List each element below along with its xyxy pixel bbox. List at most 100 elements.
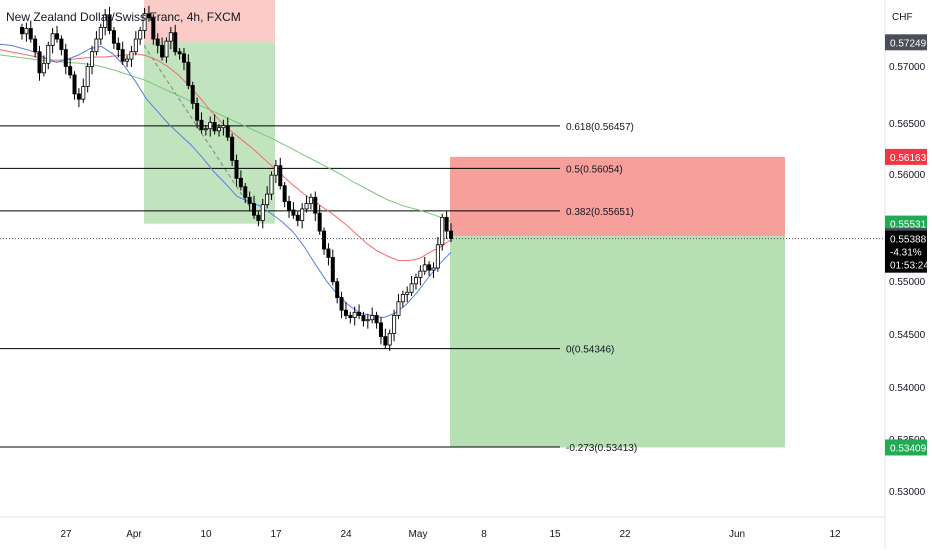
candle-body [313, 196, 318, 214]
price-badge-label: 0.57249 [890, 38, 927, 49]
candle-body [383, 336, 388, 346]
candle-body [370, 315, 375, 321]
candle-body [120, 49, 125, 62]
old-position-loss-zone [144, 0, 275, 43]
candle-body [19, 27, 24, 35]
fibonacci-levels: 0.618(0.56457) 0.5(0.56054) 0.382(0.55651)… [0, 122, 885, 454]
candle-body [68, 66, 73, 76]
candle-body [55, 33, 60, 40]
candle-body [33, 38, 38, 53]
candle-body [357, 311, 362, 316]
candle-body [317, 212, 322, 232]
candle-body [129, 51, 134, 60]
candle-body [448, 230, 453, 239]
fib-level-label: 0.618(0.56457) [566, 122, 634, 133]
candle-body [265, 193, 270, 206]
y-axis-tick: 0.57000 [889, 62, 926, 73]
candle-body [107, 14, 112, 31]
candle-body [287, 201, 292, 211]
candle-body [273, 165, 278, 176]
y-axis-tick: 0.54000 [889, 383, 926, 394]
candle-body [252, 203, 257, 216]
candle-body [41, 62, 46, 74]
y-axis-currency: CHF [892, 12, 913, 23]
price-badge-label: 0.53409 [890, 443, 927, 454]
price-badge-label: 0.55531 [890, 220, 927, 231]
fib-level-label: -0.273(0.53413) [566, 443, 637, 454]
candles [19, 5, 453, 351]
candle-body [216, 127, 221, 132]
candle-body [278, 165, 283, 187]
candle-body [72, 74, 77, 95]
fib-level-label: 0.5(0.56054) [566, 164, 623, 175]
x-axis-tick: 15 [549, 529, 561, 540]
x-axis-tick: May [409, 529, 428, 540]
candle-body [116, 42, 121, 50]
candle-body [295, 214, 300, 221]
candle-body [155, 38, 160, 46]
candle-body [335, 281, 340, 298]
x-axis-tick: 24 [340, 529, 352, 540]
y-axis-tick: 0.55000 [889, 277, 926, 288]
candle-body [98, 27, 103, 40]
candle-body [90, 51, 95, 67]
candle-body [400, 293, 405, 303]
candle-body [322, 230, 327, 250]
candle-body [85, 66, 90, 87]
candle-body [181, 53, 186, 63]
y-axis-tick: 0.56000 [889, 170, 926, 181]
candle-body [378, 322, 383, 337]
candle-body [396, 301, 401, 316]
candle-body [50, 33, 55, 46]
candle-body [195, 103, 200, 121]
candle-body [409, 283, 414, 293]
candle-body [63, 49, 68, 67]
candle-body [37, 51, 42, 74]
candle-body [225, 125, 230, 138]
candle-body [418, 270, 423, 278]
candle-body [142, 13, 147, 31]
candle-body [177, 51, 182, 55]
candle-body [352, 311, 357, 318]
candle-body [151, 17, 156, 40]
chart-title: New Zealand Dollar/Swiss Franc, 4h, FXCM [6, 10, 241, 24]
price-badge-label: 0.56163 [890, 153, 927, 164]
candle-body [444, 216, 449, 232]
sma-red-line [0, 49, 452, 262]
candle-body [260, 204, 265, 221]
candle-body [238, 177, 243, 188]
x-axis-tick: 22 [619, 529, 631, 540]
fib-level-label: 0(0.54346) [566, 345, 614, 356]
candle-body [125, 58, 130, 62]
sma-green-line [0, 54, 452, 223]
current-price-change: -4.31% [890, 248, 922, 259]
candle-body [203, 128, 208, 131]
candle-body [348, 315, 353, 318]
price-badges: 0.572490.561630.555310.554120.534090.553… [885, 34, 929, 456]
y-axis-tick: 0.54500 [889, 330, 926, 341]
candle-body [339, 297, 344, 311]
new-position-profit-zone [450, 236, 785, 448]
candle-body [24, 28, 29, 35]
price-badge [885, 439, 927, 456]
candle-body [208, 121, 213, 130]
old-position-profit-zone [144, 42, 275, 224]
price-badge [885, 34, 927, 51]
candle-body [247, 196, 252, 205]
candle-body [160, 44, 165, 58]
x-axis-tick: 12 [829, 529, 841, 540]
x-axis-tick: 17 [270, 529, 282, 540]
candle-body [199, 119, 204, 131]
price-badge [885, 148, 927, 165]
candle-body [243, 186, 248, 198]
candle-body [269, 174, 274, 195]
candle-body [190, 85, 195, 104]
candle-body [94, 38, 99, 53]
bar-countdown: 01:53:24 [890, 261, 929, 272]
candle-body [405, 291, 410, 295]
current-price-badge [885, 230, 927, 273]
candle-body [387, 333, 392, 346]
